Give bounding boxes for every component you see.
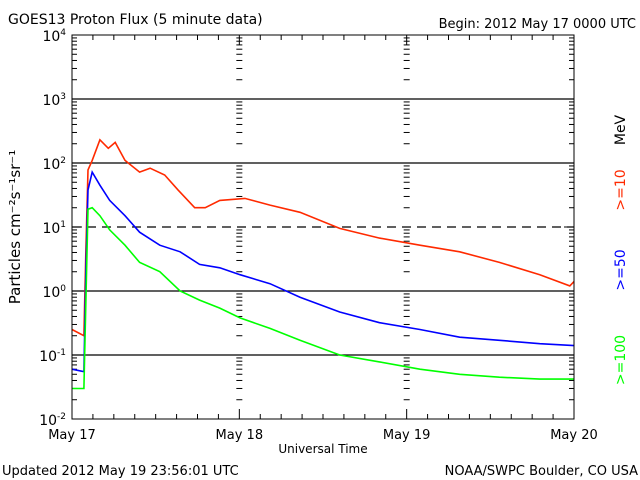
series-line-ge10: [71, 138, 575, 338]
series-line-ge50: [71, 169, 575, 373]
begin-label: Begin: 2012 May 17 0000 UTC: [439, 17, 636, 32]
y-tick-label: 101: [42, 220, 66, 237]
x-tick-label: May 18: [216, 428, 264, 443]
y-tick-label: 103: [42, 92, 66, 109]
y-tick-label: 10-2: [39, 412, 66, 429]
y-tick-labels: 104 103 102 101 100 10-1 10-2: [39, 28, 66, 429]
y-tick-label: 104: [42, 28, 66, 45]
x-tick-label: May 19: [383, 428, 431, 443]
chart-title: GOES13 Proton Flux (5 minute data): [8, 12, 263, 28]
series-group: [71, 138, 575, 390]
grid: [71, 35, 575, 420]
legend-item: >=100: [613, 335, 629, 385]
x-tick-labels: May 17 May 18 May 19 May 20: [48, 428, 598, 443]
legend-item: >=50: [613, 249, 629, 290]
y-tick-label: 100: [42, 284, 66, 301]
legend-unit: MeV: [613, 114, 629, 145]
legend-item: >=10: [613, 169, 629, 210]
footer-source: NOAA/SWPC Boulder, CO USA: [445, 464, 638, 479]
y-tick-label: 102: [42, 156, 66, 173]
series-line-ge100: [72, 206, 574, 390]
x-tick-label: May 17: [48, 428, 96, 443]
y-axis-label: Particles cm⁻²s⁻¹sr⁻¹: [6, 150, 24, 304]
plot-frame: [71, 34, 575, 420]
footer-updated: Updated 2012 May 19 23:56:01 UTC: [2, 464, 239, 479]
x-axis-label: Universal Time: [278, 442, 367, 456]
legend: >=10 >=50 >=100: [613, 169, 629, 385]
x-tick-label: May 20: [550, 428, 598, 443]
y-tick-label: 10-1: [39, 348, 66, 365]
